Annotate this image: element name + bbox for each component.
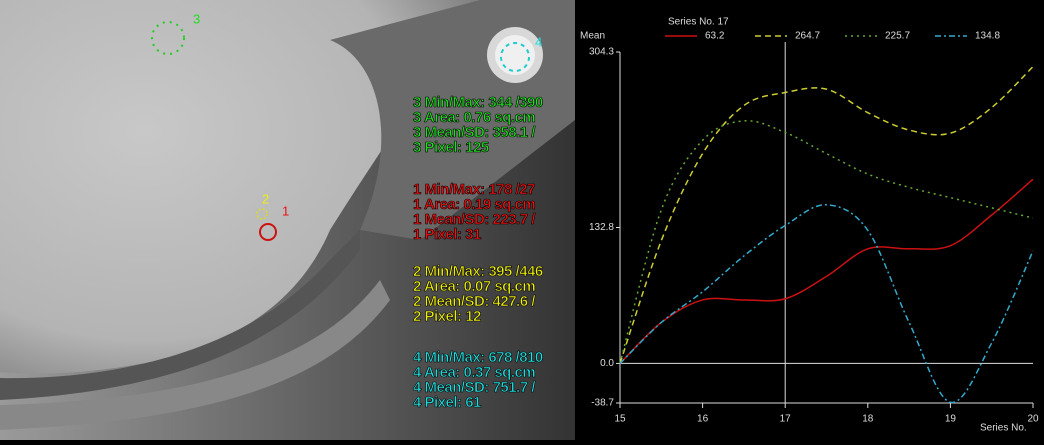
roi-label: 4 [535, 34, 542, 49]
roi-stat: 3 Pixel: 125 [413, 139, 489, 156]
legend-label: 225.7 [885, 31, 910, 42]
roi-stat: 2 Pixel: 12 [413, 308, 481, 325]
y-tick-label: 0.0 [600, 358, 614, 369]
x-axis-label: Series No. [980, 423, 1027, 434]
screen: Series No. 17 Mean Series No. 32143 Min/… [0, 0, 1044, 440]
legend-label: 134.8 [975, 31, 1000, 42]
roi-stat: 1 Pixel: 31 [413, 226, 481, 243]
y-tick-label: 304.3 [589, 47, 614, 58]
chart-bg [575, 0, 1044, 440]
x-tick-label: 17 [780, 414, 792, 425]
x-tick-label: 16 [697, 414, 709, 425]
legend-title: Series No. 17 [668, 17, 729, 28]
roi-label: 2 [262, 191, 269, 206]
legend-label: 63.2 [705, 31, 725, 42]
x-tick-label: 18 [862, 414, 874, 425]
y-axis-label: Mean [580, 31, 605, 42]
roi-label: 3 [193, 11, 200, 26]
x-tick-label: 20 [1027, 414, 1039, 425]
legend-label: 264.7 [795, 31, 820, 42]
x-tick-label: 19 [945, 414, 957, 425]
y-tick-label: 132.8 [589, 222, 614, 233]
roi-stat: 4 Pixel: 61 [413, 394, 481, 411]
roi-label: 1 [282, 203, 289, 218]
x-tick-label: 15 [614, 414, 626, 425]
y-tick-label: -38.7 [591, 398, 614, 409]
